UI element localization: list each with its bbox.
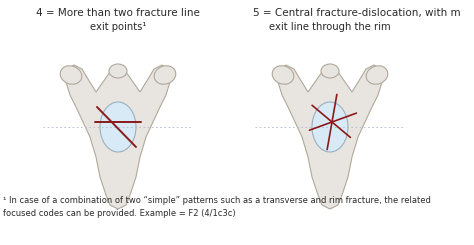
Text: exit line through the rim: exit line through the rim	[269, 22, 391, 32]
Ellipse shape	[272, 66, 294, 84]
Polygon shape	[66, 65, 170, 209]
Ellipse shape	[312, 102, 348, 152]
Ellipse shape	[154, 66, 176, 84]
Text: 5 = Central fracture-dislocation, with m: 5 = Central fracture-dislocation, with m	[253, 8, 461, 18]
Text: 4 = More than two fracture line: 4 = More than two fracture line	[36, 8, 200, 18]
Ellipse shape	[60, 66, 82, 84]
Text: ¹ In case of a combination of two “simple” patterns such as a transverse and rim: ¹ In case of a combination of two “simpl…	[3, 196, 431, 205]
Ellipse shape	[366, 66, 388, 84]
Polygon shape	[278, 65, 382, 209]
Text: focused codes can be provided. Example = F2 (4/1c3c): focused codes can be provided. Example =…	[3, 209, 236, 218]
Ellipse shape	[109, 64, 127, 78]
Ellipse shape	[321, 64, 339, 78]
Ellipse shape	[100, 102, 136, 152]
Text: exit points¹: exit points¹	[90, 22, 146, 32]
